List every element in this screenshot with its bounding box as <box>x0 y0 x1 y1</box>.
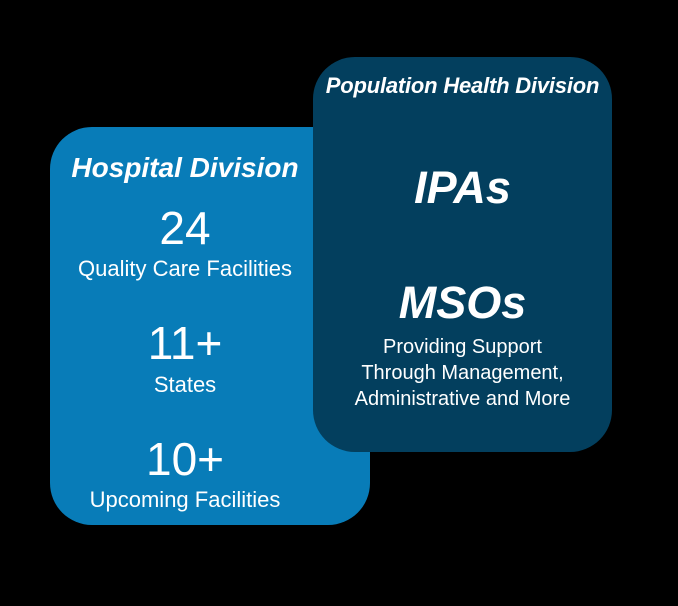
stat-upcoming-facilities: 10+ Upcoming Facilities <box>52 435 318 514</box>
stat-states-label: States <box>153 371 217 397</box>
division-item-msos-name: MSOs <box>398 277 527 329</box>
division-item-msos: MSOs Providing Support Through Managemen… <box>321 280 604 412</box>
stat-quality-care-facilities: 24 Quality Care Facilities <box>52 201 318 283</box>
stat-quality-care-facilities-value: 24 <box>159 201 211 254</box>
division-item-ipas: IPAs <box>321 165 604 210</box>
stat-states-value: 11+ <box>147 317 223 370</box>
division-item-msos-description: Providing Support Through Management, Ad… <box>354 336 571 411</box>
hospital-division-title: Hospital Division <box>71 152 299 183</box>
division-item-ipas-name: IPAs <box>414 162 511 214</box>
stat-states: 11+ States <box>52 319 318 398</box>
stat-upcoming-facilities-value: 10+ <box>145 433 225 486</box>
stat-quality-care-facilities-label: Quality Care Facilities <box>78 255 292 281</box>
population-health-division-title: Population Health Division <box>325 73 600 98</box>
population-health-division-card: Population Health Division IPAs MSOs Pro… <box>313 57 612 452</box>
stat-upcoming-facilities-label: Upcoming Facilities <box>89 487 281 513</box>
